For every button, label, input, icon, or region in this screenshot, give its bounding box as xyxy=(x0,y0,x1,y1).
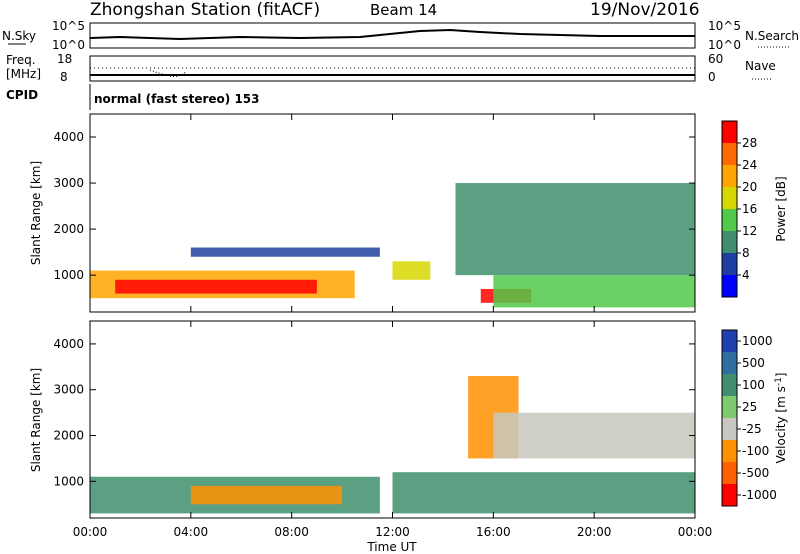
time-tick-label: 08:00 xyxy=(274,525,309,539)
power-colorbar-tick-label: 8 xyxy=(742,246,750,260)
time-tick-label: 00:00 xyxy=(678,525,713,539)
velocity-colorbar-tick-label: 1000 xyxy=(742,334,773,348)
nsky-trace xyxy=(89,28,695,41)
power-colorbar-swatch xyxy=(722,121,737,143)
nsky-right-label: N.Search xyxy=(745,29,799,43)
velocity-colorbar: 1000 500 100 25 -25 -100 -500 -1000 Velocity [m… xyxy=(721,329,788,507)
time-tick-label: 20:00 xyxy=(577,525,612,539)
velocity-colorbar-swatch xyxy=(722,374,737,396)
velocity-colorbar-swatches xyxy=(722,330,737,506)
velocity-colorbar-tick-label: -500 xyxy=(742,466,769,480)
velocity-y-tick-label: 3000 xyxy=(53,383,84,397)
power-colorbar-tick-label: 4 xyxy=(742,268,750,282)
power-y-tick-label: 3000 xyxy=(53,176,84,190)
velocity-colorbar-swatch xyxy=(722,462,737,484)
velocity-y-axis: 1000 2000 3000 4000 xyxy=(53,337,695,488)
power-echo-region xyxy=(392,261,431,280)
freq-label-top: Freq. xyxy=(6,53,36,67)
power-y-tick-label: 2000 xyxy=(53,222,84,236)
power-y-tick-label: 4000 xyxy=(53,130,84,144)
time-tick-label: 12:00 xyxy=(375,525,410,539)
power-colorbar-tick-label: 20 xyxy=(742,180,757,194)
freq-strip-frame xyxy=(89,55,696,82)
velocity-echo-region xyxy=(392,472,695,514)
freq-label-bottom: [MHz] xyxy=(6,67,41,81)
velocity-y-tick-label: 2000 xyxy=(53,429,84,443)
velocity-colorbar-swatch xyxy=(722,330,737,352)
power-colorbar-label: Power [dB] xyxy=(774,176,788,241)
velocity-colorbar-ticks: 1000 500 100 25 -25 -100 -500 -1000 xyxy=(737,334,777,502)
nsky-right-tick-bottom: 10^0 xyxy=(708,38,741,52)
cpid-label: CPID xyxy=(6,88,38,102)
time-tick-label: 00:00 xyxy=(73,525,108,539)
date-label: 19/Nov/2016 xyxy=(590,0,700,20)
velocity-echo-region xyxy=(190,485,343,505)
velocity-y-tick-label: 4000 xyxy=(53,337,84,351)
time-axis-label: Time UT xyxy=(366,540,417,554)
velocity-colorbar-tick-label: 100 xyxy=(742,378,765,392)
power-y-axis: 1000 2000 3000 4000 xyxy=(53,130,695,282)
power-y-tick-label: 1000 xyxy=(53,268,84,282)
power-echo-region xyxy=(455,183,695,276)
velocity-colorbar-frame xyxy=(721,329,738,507)
nave-label: Nave xyxy=(745,59,776,73)
power-panel: 1000 2000 3000 4000 Slant Range [km] xyxy=(29,113,696,313)
velocity-colorbar-swatch xyxy=(722,484,737,506)
nsky-strip: N.Sky 10^5 10^0 10^5 10^0 N.Search xyxy=(2,19,799,52)
freq-tick-bottom: 8 xyxy=(60,70,68,84)
power-colorbar-tick-label: 28 xyxy=(742,136,757,150)
velocity-panel: 1000 2000 3000 4000 Slant Range [km] xyxy=(29,320,696,519)
velocity-echo-region xyxy=(493,412,695,459)
nave-tick-bottom: 0 xyxy=(708,70,716,84)
power-colorbar-swatch xyxy=(722,231,737,253)
nave-dip xyxy=(149,69,187,77)
power-colorbar: 4 8 12 16 20 24 28 Power [dB] xyxy=(721,120,788,298)
power-colorbar-ticks: 4 8 12 16 20 24 28 xyxy=(737,136,757,282)
power-colorbar-swatch xyxy=(722,275,737,297)
power-echo-region xyxy=(493,275,695,308)
nave-tick-top: 60 xyxy=(708,52,723,66)
power-colorbar-swatch xyxy=(722,143,737,165)
nsky-right-tick-top: 10^5 xyxy=(708,19,741,33)
velocity-echo-marks xyxy=(90,375,695,514)
power-colorbar-tick-label: 12 xyxy=(742,224,757,238)
nsky-left-tick-bottom: 10^0 xyxy=(52,38,85,52)
velocity-y-axis-label: Slant Range [km] xyxy=(29,368,43,472)
nsky-left-label: N.Sky xyxy=(2,29,36,43)
velocity-colorbar-tick-label: 25 xyxy=(742,400,757,414)
power-colorbar-swatches xyxy=(722,121,737,297)
freq-strip: Freq. [MHz] 18 8 60 0 Nave xyxy=(6,52,776,84)
power-colorbar-swatch xyxy=(722,253,737,275)
freq-tick-top: 18 xyxy=(57,52,72,66)
velocity-colorbar-tick-label: -25 xyxy=(742,422,762,436)
power-colorbar-swatch xyxy=(722,209,737,231)
time-tick-label: 04:00 xyxy=(174,525,209,539)
nsky-left-tick-top: 10^5 xyxy=(52,19,85,33)
power-echo-marks xyxy=(90,183,695,308)
velocity-colorbar-swatch xyxy=(722,352,737,374)
chart-title: Zhongshan Station (fitACF) xyxy=(90,0,320,20)
time-tick-label: 16:00 xyxy=(476,525,511,539)
cpid-value: normal (fast stereo) 153 xyxy=(94,92,260,106)
beam-label: Beam 14 xyxy=(370,1,437,19)
power-echo-region xyxy=(190,247,380,257)
velocity-colorbar-swatch xyxy=(722,418,737,440)
velocity-colorbar-swatch xyxy=(722,396,737,418)
velocity-y-tick-label: 1000 xyxy=(53,474,84,488)
power-echo-region xyxy=(115,279,317,294)
velocity-colorbar-label: Velocity [m s-1] xyxy=(774,373,788,464)
velocity-colorbar-swatch xyxy=(722,440,737,462)
power-colorbar-swatch xyxy=(722,165,737,187)
velocity-colorbar-tick-label: -1000 xyxy=(742,488,777,502)
velocity-colorbar-tick-label: -100 xyxy=(742,444,769,458)
power-colorbar-swatch xyxy=(722,187,737,209)
power-colorbar-tick-label: 24 xyxy=(742,158,757,172)
power-colorbar-tick-label: 16 xyxy=(742,202,757,216)
time-axis: 00:00 04:00 08:00 12:00 16:00 20:00 00:00 xyxy=(73,114,713,539)
velocity-colorbar-tick-label: 500 xyxy=(742,356,765,370)
power-y-axis-label: Slant Range [km] xyxy=(29,161,43,265)
